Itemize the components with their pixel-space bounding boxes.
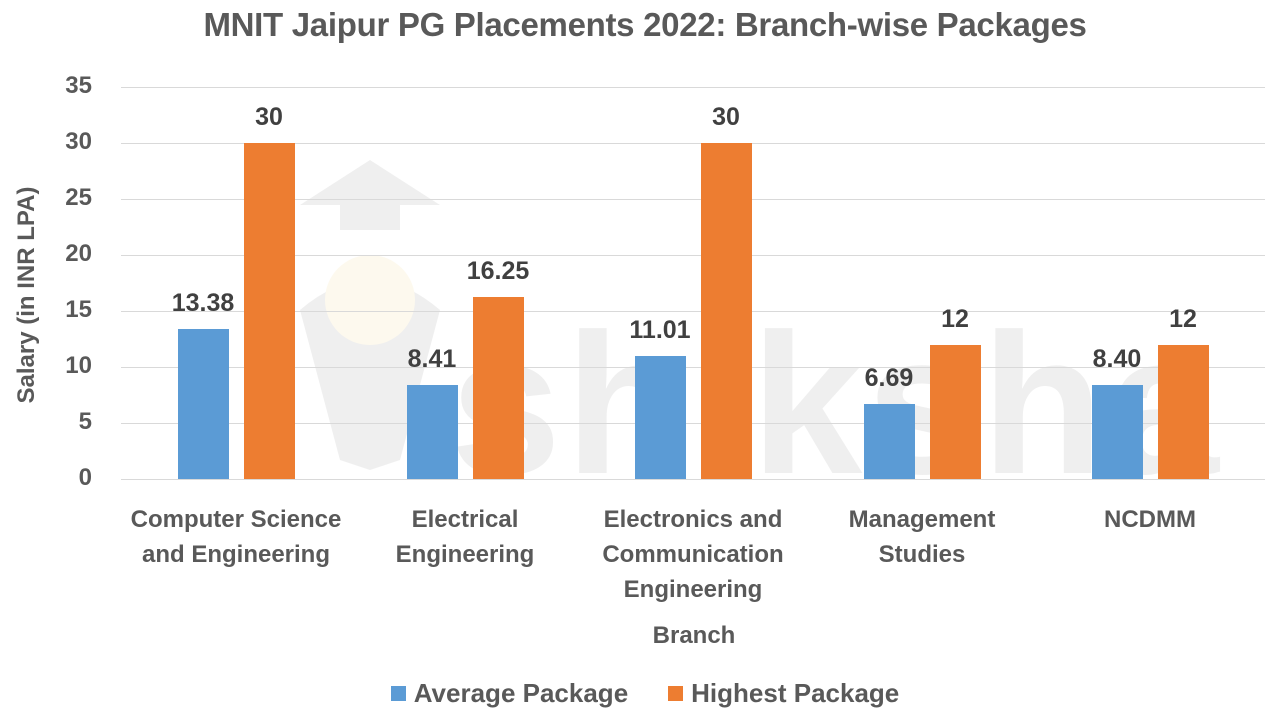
legend-label-highest: Highest Package bbox=[691, 678, 900, 708]
data-label: 8.41 bbox=[407, 344, 457, 373]
gridline bbox=[121, 311, 1265, 312]
x-tick-label: NCDMM bbox=[1035, 502, 1265, 537]
y-tick-label: 35 bbox=[65, 72, 92, 99]
y-tick-label: 10 bbox=[65, 352, 92, 379]
legend-swatch-average bbox=[390, 686, 406, 701]
x-tick-line: Engineering bbox=[623, 576, 763, 603]
bar-highest-2[interactable] bbox=[700, 143, 752, 479]
bar-highest-3[interactable] bbox=[929, 344, 981, 479]
bar-average-2[interactable] bbox=[634, 355, 686, 479]
x-tick-line: Studies bbox=[878, 541, 966, 568]
legend-swatch-highest bbox=[668, 686, 684, 701]
y-tick-label: 20 bbox=[65, 240, 92, 267]
gridline bbox=[121, 143, 1265, 144]
x-tick-line: Electrical bbox=[411, 506, 519, 533]
legend-label-average: Average Package bbox=[413, 678, 629, 708]
x-tick-label: Management Studies bbox=[807, 502, 1037, 572]
y-tick-label: 25 bbox=[65, 184, 92, 211]
plot-area: 13.38 30 8.41 16.25 11.01 30 6.69 12 8.40 12 bbox=[121, 87, 1265, 480]
y-tick-label: 15 bbox=[65, 296, 92, 323]
data-label: 13.38 bbox=[171, 289, 235, 318]
legend: Average Package Highest Package bbox=[0, 678, 1280, 709]
gridline bbox=[121, 479, 1265, 480]
x-tick-line: Electronics and bbox=[603, 506, 783, 533]
bar-average-4[interactable] bbox=[1091, 384, 1143, 479]
x-tick-line: and Engineering bbox=[141, 541, 330, 568]
x-tick-line: Communication bbox=[602, 541, 784, 568]
bar-average-3[interactable] bbox=[863, 404, 915, 479]
x-tick-line: Engineering bbox=[395, 541, 535, 568]
y-tick-label: 0 bbox=[78, 464, 92, 491]
x-axis-label: Branch bbox=[652, 622, 736, 649]
x-tick-label: Electrical Engineering bbox=[350, 502, 580, 572]
x-tick-line: Management bbox=[848, 506, 996, 533]
data-label: 30 bbox=[255, 103, 283, 131]
gridline bbox=[121, 367, 1265, 368]
data-label: 12 bbox=[1169, 304, 1197, 333]
bar-average-0[interactable] bbox=[177, 329, 229, 479]
gridline bbox=[121, 423, 1265, 424]
gridline bbox=[121, 255, 1265, 256]
gridline bbox=[121, 87, 1265, 88]
bar-highest-1[interactable] bbox=[472, 297, 524, 479]
x-tick-label: Electronics and Communication Engineering bbox=[578, 502, 808, 607]
legend-item-average[interactable]: Average Package bbox=[390, 678, 629, 709]
gridline bbox=[121, 199, 1265, 200]
data-label: 12 bbox=[941, 304, 969, 333]
chart-title: MNIT Jaipur PG Placements 2022: Branch-w… bbox=[203, 6, 1087, 43]
x-tick-label: Computer Science and Engineering bbox=[121, 502, 351, 572]
bar-highest-4[interactable] bbox=[1157, 344, 1209, 479]
x-tick-line: NCDMM bbox=[1104, 506, 1196, 533]
x-tick-line: Computer Science bbox=[130, 506, 342, 533]
data-label: 11.01 bbox=[629, 315, 691, 344]
bar-highest-0[interactable] bbox=[243, 143, 295, 479]
y-tick-label: 5 bbox=[78, 408, 92, 435]
bar-average-1[interactable] bbox=[406, 384, 458, 479]
y-tick-label: 30 bbox=[65, 128, 92, 155]
legend-item-highest[interactable]: Highest Package bbox=[668, 678, 899, 709]
data-label: 6.69 bbox=[864, 364, 914, 393]
data-label: 30 bbox=[712, 103, 740, 131]
data-label: 8.40 bbox=[1092, 344, 1142, 373]
data-label: 16.25 bbox=[466, 257, 530, 285]
